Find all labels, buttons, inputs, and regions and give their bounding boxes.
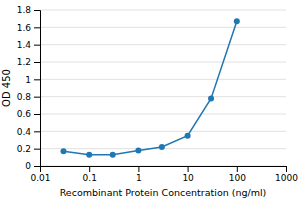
grid [40,10,286,166]
y-tick: 1.8 [17,5,40,15]
x-tick-mark [237,166,238,172]
x-tick-mark [138,166,139,172]
point [159,144,165,150]
x-tick-mark [286,166,287,172]
point [234,18,240,24]
y-tick-label: 0.8 [17,92,32,102]
grid-line [40,27,286,28]
y-axis: 0 0.2 0.4 0.6 0.8 1 1.2 1.4 1.6 1.8 [17,5,41,171]
y-tick: 0.2 [17,144,40,154]
line [63,21,236,154]
y-tick: 0.4 [17,127,40,137]
y-tick-mark [34,10,40,11]
y-tick-label: 1.8 [17,5,32,15]
y-tick: 1 [25,75,40,85]
y-tick-label: 0.6 [17,109,32,119]
y-tick: 1.4 [17,40,40,50]
y-tick-mark [34,166,40,167]
y-tick-mark [34,149,40,150]
y-axis-title: OD 450 [1,69,12,107]
y-tick-mark [34,114,40,115]
y-tick-label: 0.4 [17,127,32,137]
y-tick: 0.8 [17,92,40,102]
x-axis-title: Recombinant Protein Concentration (ng/ml… [60,187,267,198]
x-tick: 10 [182,166,194,183]
y-tick-label: 1.2 [17,57,31,67]
y-tick-mark [34,131,40,132]
y-tick: 0 [25,161,40,171]
x-tick-mark [188,166,189,172]
y-tick: 1.6 [17,23,40,33]
point [185,133,191,139]
grid-line [40,10,286,11]
x-tick-label: 100 [229,173,246,183]
y-tick-label: 0.2 [17,144,31,154]
marks [60,18,239,157]
x-tick: 0.1 [83,166,97,183]
y-tick-mark [34,97,40,98]
x-axis: 0.01 0.1 1 10 100 1000 [30,166,298,183]
y-tick-mark [34,27,40,28]
grid-line [40,131,286,132]
y-tick-label: 1.4 [17,40,32,50]
y-tick: 0.6 [17,109,40,119]
grid-line [40,79,286,80]
x-tick-label: 10 [182,173,194,183]
grid-line [40,96,286,97]
grid-line [40,62,286,63]
x-tick: 100 [229,166,246,183]
x-tick-label: 1 [136,173,142,183]
point [86,152,92,158]
y-tick-mark [34,62,40,63]
point [135,147,141,153]
x-tick: 0.01 [30,166,50,183]
x-tick: 1 [136,166,142,183]
point [208,95,214,101]
point [110,152,116,158]
y-tick-label: 0 [25,161,31,171]
y-tick-mark [34,79,40,80]
x-tick-label: 1000 [275,173,298,183]
y-axis-line [34,11,41,167]
chart: 0.01 0.1 1 10 100 1000 0 0.2 0.4 0.6 0.8 1 1.2 1.4 1.6… [0,0,300,200]
x-tick-label: 0.1 [83,173,97,183]
grid-line [40,114,286,115]
x-tick-label: 0.01 [30,173,50,183]
x-tick: 1000 [275,166,298,183]
grid-line [40,44,286,45]
y-tick-label: 1.6 [17,23,32,33]
x-axis-line [41,167,287,173]
point [60,148,66,154]
y-tick-label: 1 [25,75,31,85]
y-tick: 1.2 [17,57,40,67]
x-tick-mark [89,166,90,172]
y-tick-mark [34,45,40,46]
